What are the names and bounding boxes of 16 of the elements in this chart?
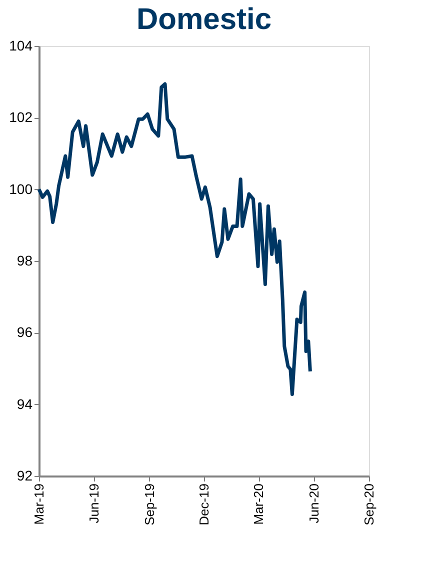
x-tick-label: Sep-19: [142, 484, 157, 526]
x-tick-label: Sep-20: [362, 484, 376, 526]
y-tick-label: 102: [9, 109, 33, 126]
x-tick-label: Mar-20: [251, 484, 266, 525]
y-tick-label: 98: [16, 252, 33, 268]
y-tick-label: 94: [16, 396, 33, 412]
y-tick-label: 92: [16, 468, 33, 484]
x-tick-label: Jun-20: [306, 484, 322, 524]
y-tick-label: 104: [9, 38, 33, 54]
chart-title: Domestic: [136, 3, 272, 36]
line-series: [37, 82, 312, 396]
y-tick-label: 100: [9, 180, 33, 197]
y-tick-label: 96: [16, 324, 33, 340]
x-tick-label: Mar-19: [32, 484, 46, 525]
x-tick-label: Jun-19: [86, 484, 102, 524]
x-tick-label: Dec-19: [196, 484, 212, 526]
